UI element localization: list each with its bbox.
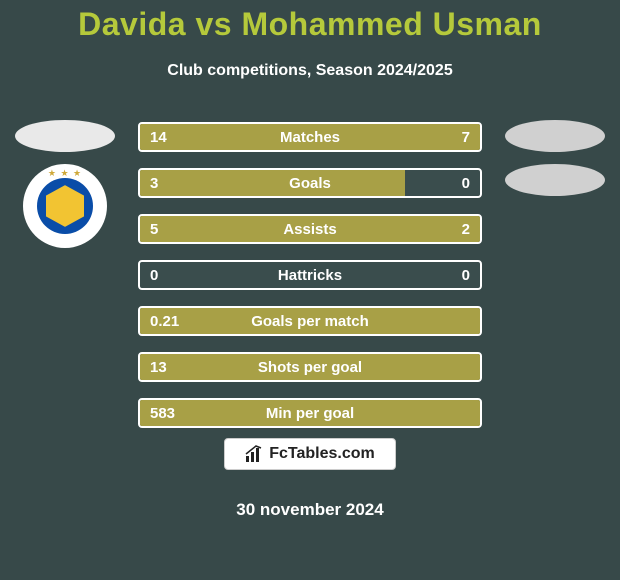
stat-label: Goals per match	[140, 308, 480, 334]
watermark-text: FcTables.com	[269, 445, 375, 463]
stat-left-value: 3	[140, 170, 168, 196]
stat-left-value: 13	[140, 354, 177, 380]
stats-rows: Matches147Goals30Assists52Hattricks00Goa…	[138, 122, 482, 444]
stat-left-value: 583	[140, 400, 185, 426]
right-team-oval-1	[505, 120, 605, 152]
stat-row: Min per goal583	[138, 398, 482, 428]
stat-right-value: 7	[452, 124, 480, 150]
stat-left-value: 14	[140, 124, 177, 150]
stat-left-value: 5	[140, 216, 168, 242]
right-team-oval-2	[505, 164, 605, 196]
comparison-canvas: Davida vs Mohammed Usman Club competitio…	[0, 0, 620, 580]
stat-right-value: 2	[452, 216, 480, 242]
stat-right-value: 0	[452, 262, 480, 288]
left-team-oval	[15, 120, 115, 152]
date-text: 30 november 2024	[0, 500, 620, 520]
left-team-badge: ★ ★ ★	[23, 164, 107, 248]
stat-label: Assists	[140, 216, 480, 242]
stat-label: Shots per goal	[140, 354, 480, 380]
stat-label: Goals	[140, 170, 480, 196]
page-title: Davida vs Mohammed Usman	[0, 6, 620, 43]
stat-left-value: 0.21	[140, 308, 189, 334]
stat-row: Goals3 0	[138, 168, 482, 198]
stat-label: Matches	[140, 124, 480, 150]
stat-row: Assists5 2	[138, 214, 482, 244]
hexagon-icon	[37, 178, 93, 234]
stat-row: Goals per match0.21	[138, 306, 482, 336]
stat-row: Shots per goal13	[138, 352, 482, 382]
stat-row: Hattricks0 0	[138, 260, 482, 290]
left-player-col: ★ ★ ★	[10, 120, 120, 248]
stat-label: Min per goal	[140, 400, 480, 426]
stat-right-value: 0	[452, 170, 480, 196]
stat-label: Hattricks	[140, 262, 480, 288]
watermark-box: FcTables.com	[224, 438, 396, 470]
right-player-col	[500, 120, 610, 208]
chart-icon	[245, 445, 263, 463]
watermark: FcTables.com	[0, 438, 620, 470]
badge-inner-icon	[37, 178, 93, 234]
stat-left-value: 0	[140, 262, 168, 288]
stat-row: Matches14 7	[138, 122, 482, 152]
page-subtitle: Club competitions, Season 2024/2025	[0, 62, 620, 80]
